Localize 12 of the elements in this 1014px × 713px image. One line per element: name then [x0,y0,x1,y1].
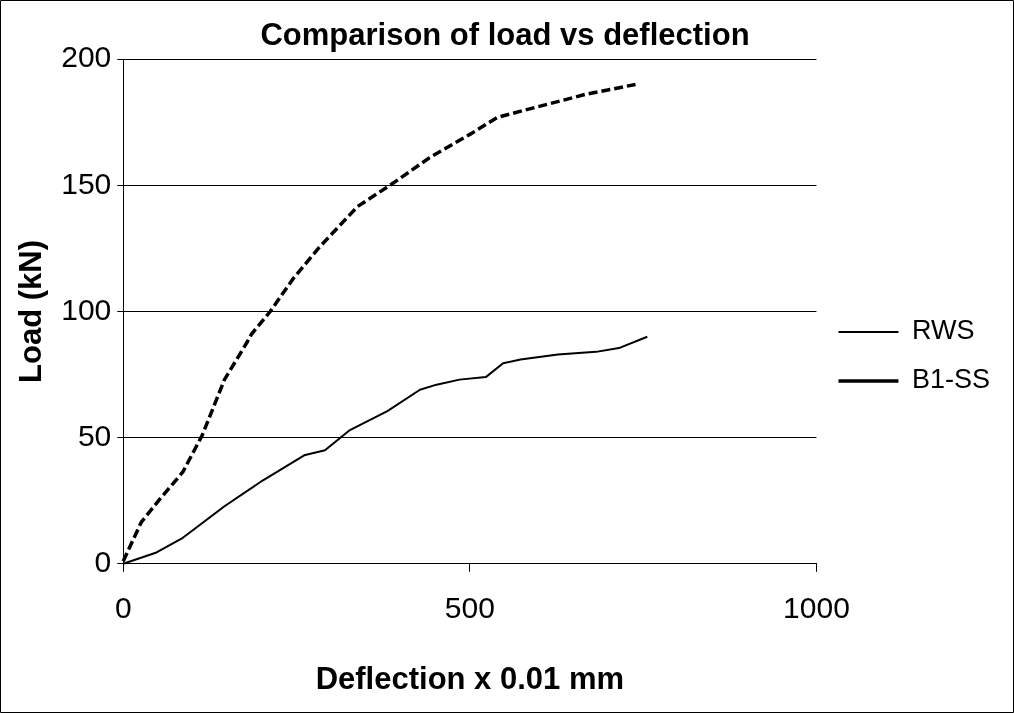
y-tick-label: 50 [77,418,112,452]
legend-label: B1-SS [911,364,991,395]
y-tick-label: 150 [61,166,112,200]
chart-title: Comparison of load vs deflection [260,17,750,53]
x-tick-label: 500 [444,591,495,625]
y-tick-label: 0 [94,545,112,579]
x-tick-label: 1000 [783,591,850,625]
y-axis-title: Load (kN) [13,240,49,383]
y-tick-label: 100 [61,292,112,326]
x-axis-title: Deflection x 0.01 mm [315,660,625,696]
legend-label: RWS [911,315,975,346]
y-tick-label: 200 [61,40,112,74]
